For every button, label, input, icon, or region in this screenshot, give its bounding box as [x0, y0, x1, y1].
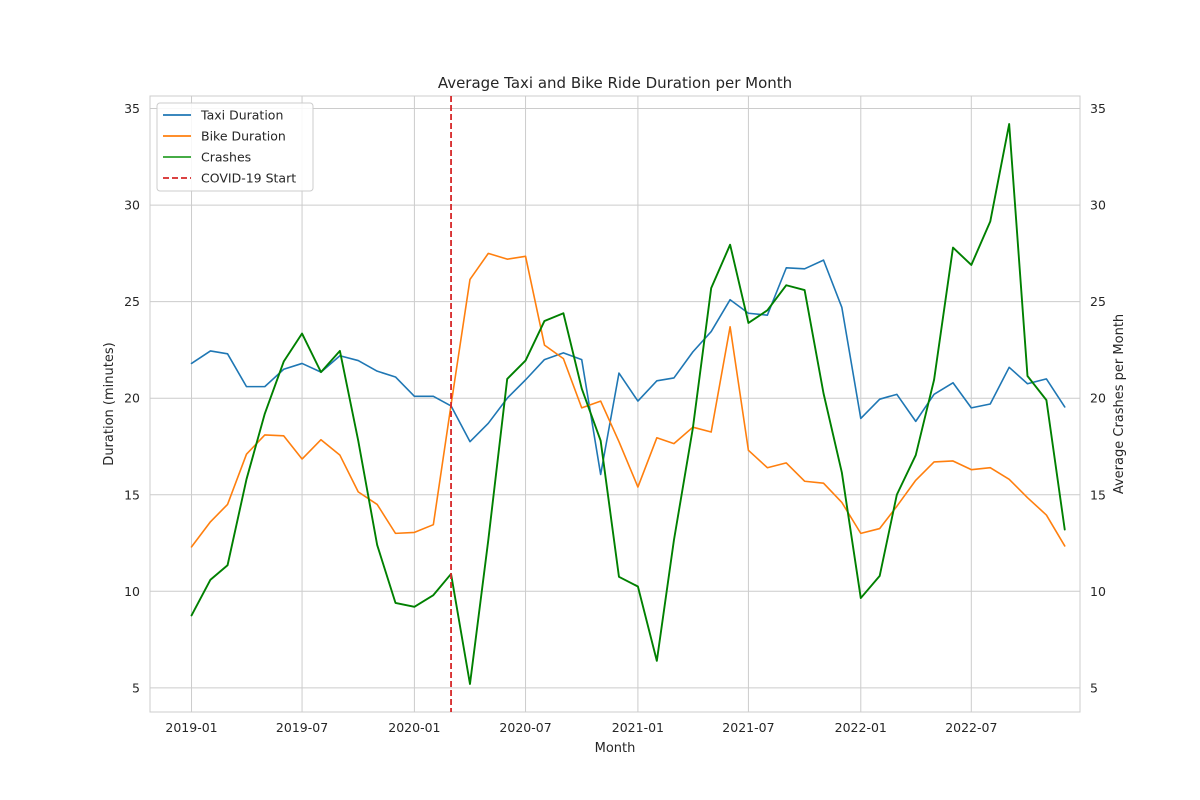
y-tick-label: 5 — [132, 680, 140, 695]
y-tick-label: 20 — [124, 391, 140, 406]
y2-tick-label: 20 — [1090, 391, 1106, 406]
y2-tick-label: 25 — [1090, 294, 1106, 309]
x-tick-label: 2020-01 — [388, 720, 440, 735]
chart-title: Average Taxi and Bike Ride Duration per … — [438, 74, 792, 92]
legend-box — [156, 102, 314, 192]
y-tick-label: 35 — [124, 101, 140, 116]
x-tick-label: 2021-07 — [722, 720, 774, 735]
y-tick-label: 30 — [124, 198, 140, 213]
y2-tick-label: 5 — [1090, 680, 1098, 695]
legend-label-covid-19-start: COVID-19 Start — [201, 171, 296, 186]
y2-tick-label: 35 — [1090, 101, 1106, 116]
x-tick-label: 2022-01 — [835, 720, 887, 735]
legend-label-bike-duration: Bike Duration — [201, 129, 286, 144]
y-axis-label: Duration (minutes) — [102, 342, 117, 465]
x-tick-label: 2019-07 — [276, 720, 328, 735]
x-tick-label: 2022-07 — [945, 720, 997, 735]
x-axis: 2019-01 2019-07 2020-01 2020-07 2021-01 2021-… — [165, 720, 997, 735]
series-line-taxi-duration — [190, 259, 1066, 476]
series-line-crashes — [190, 123, 1066, 685]
legend-label-taxi-duration: Taxi Duration — [200, 108, 283, 123]
series-line-bike-duration — [190, 252, 1066, 548]
x-tick-label: 2020-07 — [499, 720, 551, 735]
y-tick-label: 25 — [124, 294, 140, 309]
y-tick-label: 15 — [124, 487, 140, 502]
legend-label-crashes: Crashes — [201, 150, 251, 165]
x-tick-label: 2019-01 — [165, 720, 217, 735]
series-lines — [190, 123, 1066, 685]
y-tick-label: 10 — [124, 584, 140, 599]
legend: Taxi Duration Bike Duration Crashes COVID-1… — [156, 102, 314, 192]
x-tick-label: 2021-01 — [612, 720, 664, 735]
y-axis-right: 5 10 15 20 25 30 35 — [1090, 101, 1106, 695]
y2-tick-label: 15 — [1090, 487, 1106, 502]
y2-tick-label: 30 — [1090, 198, 1106, 213]
y2-axis-label: Average Crashes per Month — [1112, 314, 1127, 494]
y-axis-left: 5 10 15 20 25 30 35 — [124, 101, 140, 695]
x-axis-label: Month — [595, 741, 636, 756]
y2-tick-label: 10 — [1090, 584, 1106, 599]
grid — [150, 96, 1080, 712]
axes-frame — [149, 95, 1081, 713]
